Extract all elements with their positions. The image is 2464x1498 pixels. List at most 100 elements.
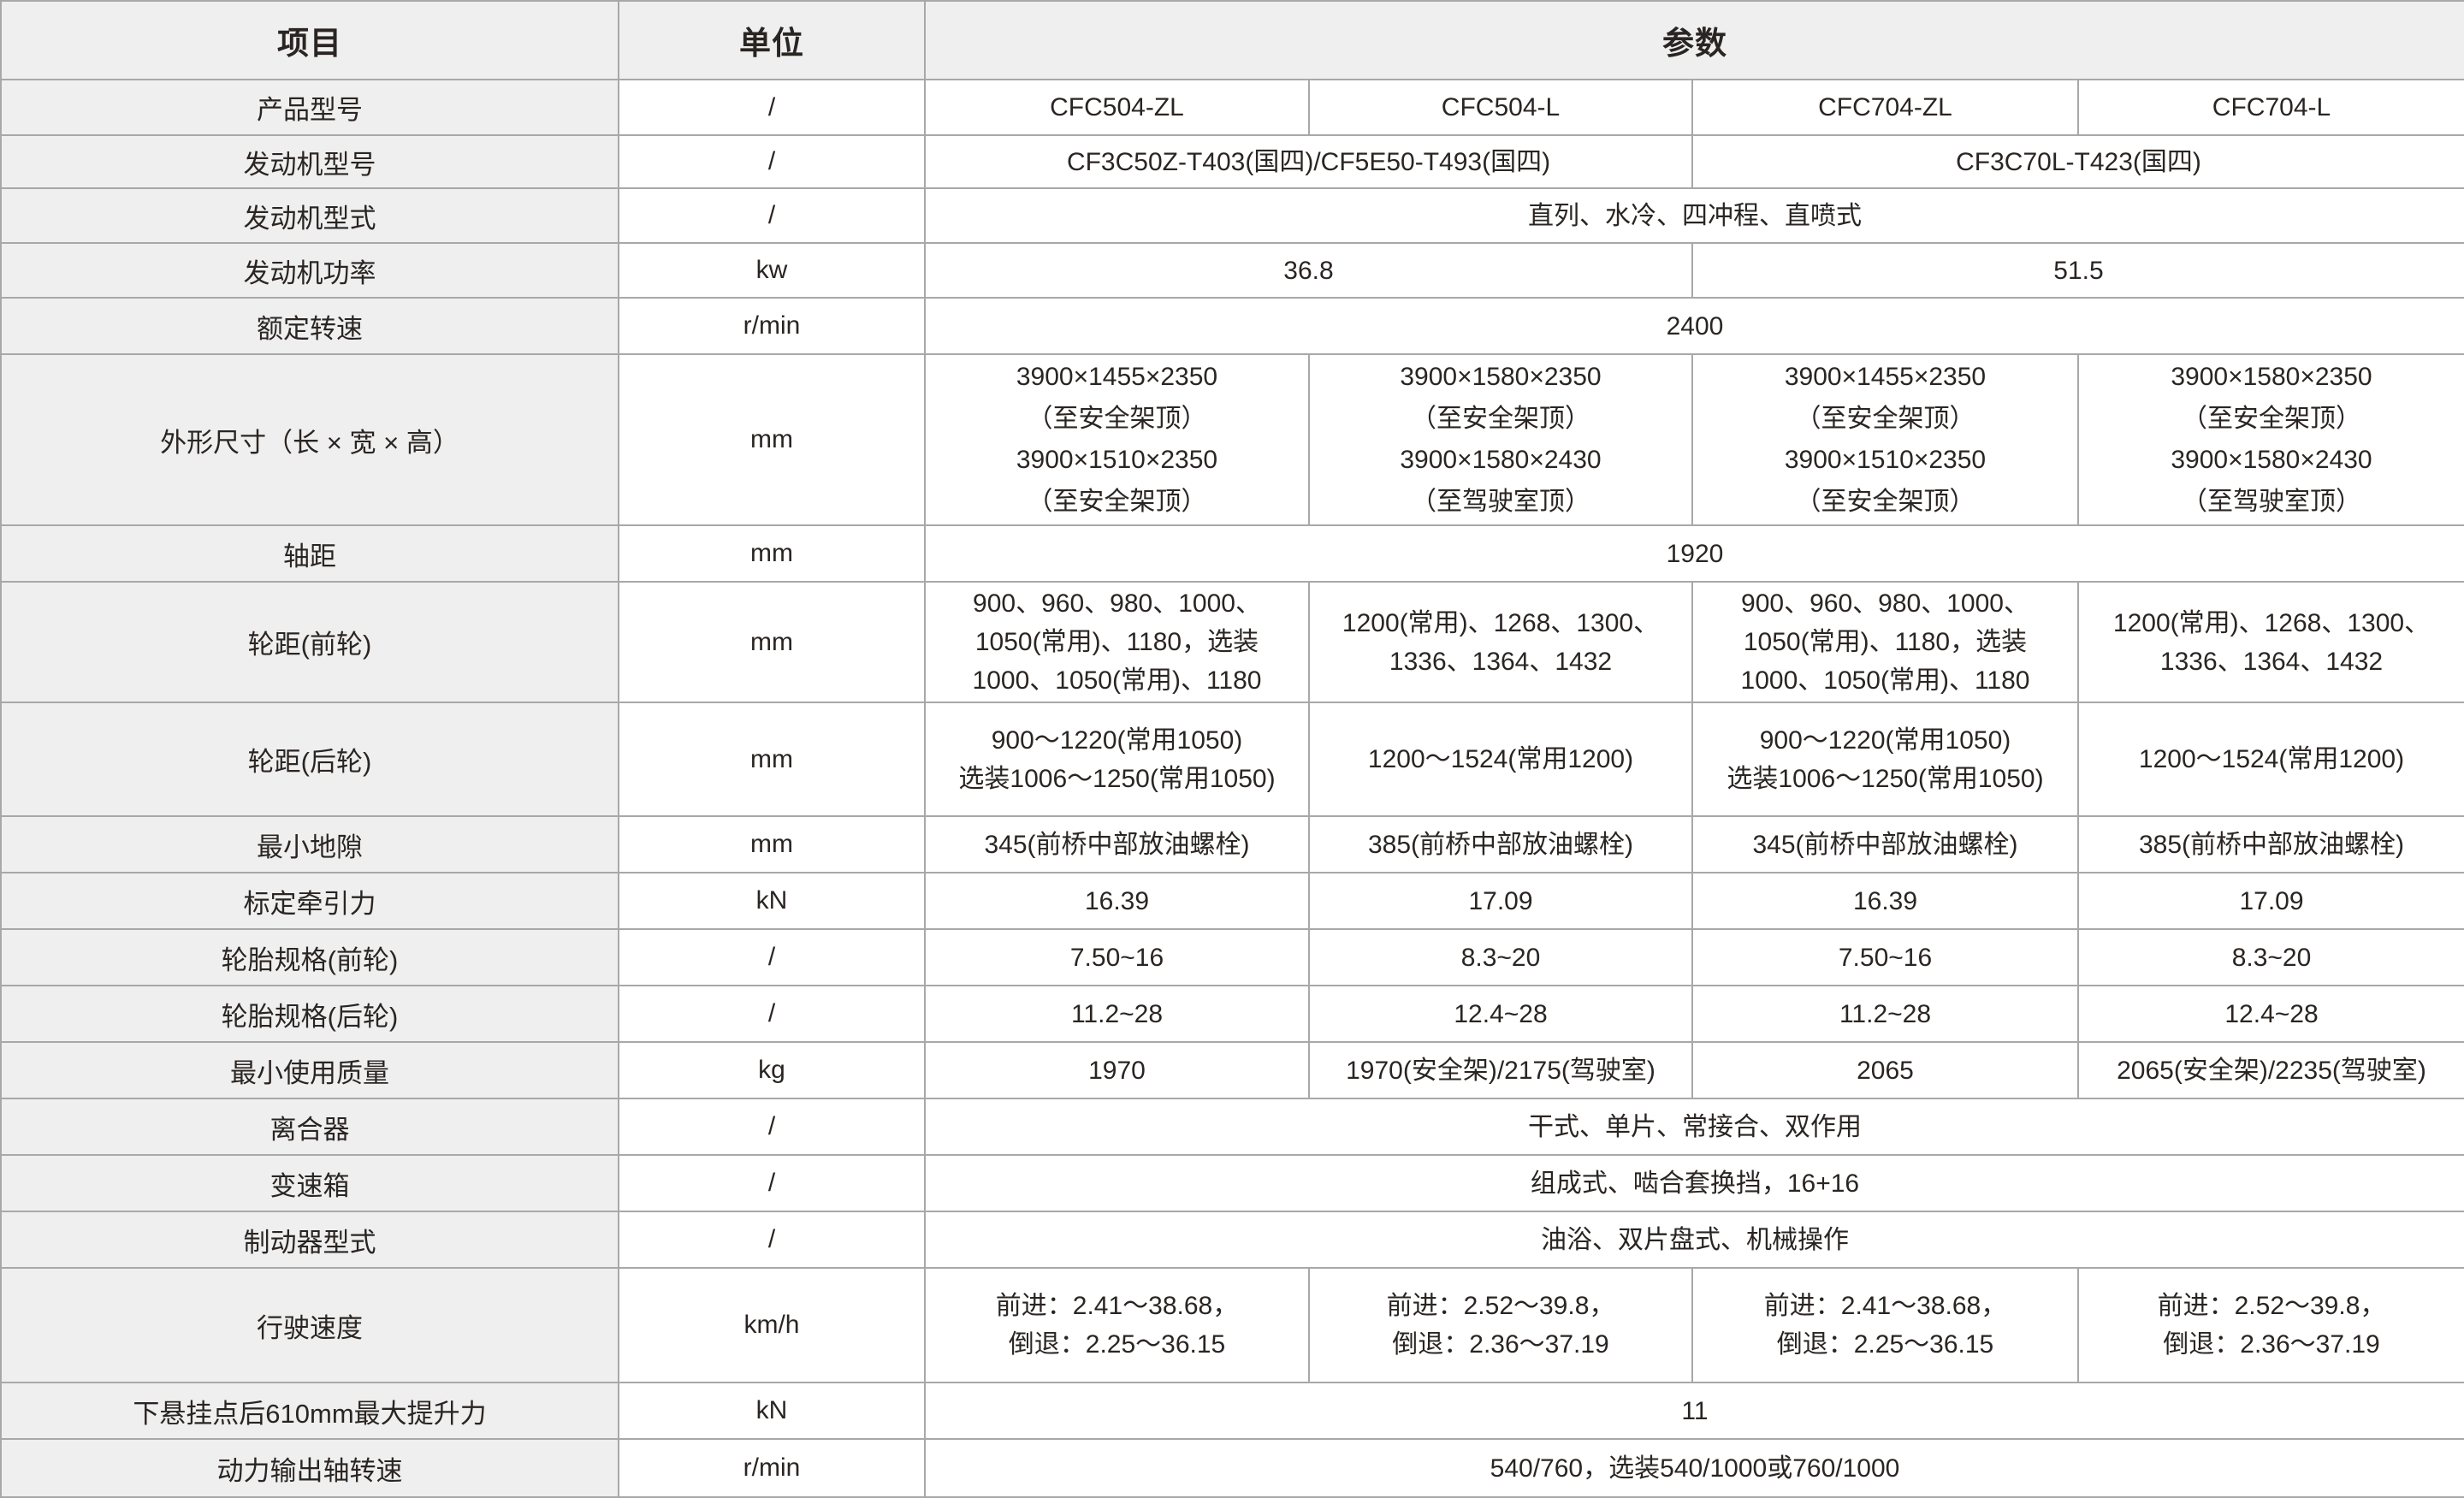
table-row: 轴距 mm 1920 [0,524,2464,583]
table-row: 轮胎规格(后轮) / 11.2~28 12.4~28 11.2~28 12.4~… [0,985,2464,1044]
param-cell: CFC504-L [1308,79,1693,136]
row-label: 轮距(后轮) [0,702,619,818]
param-cell: 12.4~28 [1308,985,1693,1044]
param-cell: 组成式、啮合套换挡，16+16 [924,1154,2464,1213]
table-row: 发动机型式 / 直列、水冷、四冲程、直喷式 [0,187,2464,244]
row-unit: kN [618,1382,926,1441]
row-unit: / [618,1098,926,1157]
header-unit: 单位 [618,0,926,80]
row-unit: / [618,134,926,189]
param-cell: 1200～1524(常用1200) [1308,702,1693,818]
table-row: 下悬挂点后610mm最大提升力 kN 11 [0,1382,2464,1441]
param-cell: 17.09 [2077,872,2464,931]
param-cell: 前进：2.41～38.68， 倒退：2.25～36.15 [1691,1267,2079,1384]
param-cell: 900～1220(常用1050) 选装1006～1250(常用1050) [1691,702,2079,818]
param-cell: 2400 [924,297,2464,355]
table-row: 额定转速 r/min 2400 [0,297,2464,355]
row-unit: kw [618,242,926,299]
param-cell: CF3C50Z-T403(国四)/CF5E50-T493(国四) [924,134,1693,189]
param-cell: 2065 [1691,1041,2079,1100]
param-cell: 51.5 [1691,242,2464,299]
param-cell: 36.8 [924,242,1693,299]
row-unit: / [618,1211,926,1270]
table-row: 制动器型式 / 油浴、双片盘式、机械操作 [0,1211,2464,1270]
param-cell: 7.50~16 [1691,928,2079,987]
row-label: 产品型号 [0,79,619,136]
row-label: 额定转速 [0,297,619,355]
table-row: 最小地隙 mm 345(前桥中部放油螺栓) 385(前桥中部放油螺栓) 345(… [0,815,2464,874]
param-cell: 11.2~28 [1691,985,2079,1044]
table-row: 标定牵引力 kN 16.39 17.09 16.39 17.09 [0,872,2464,931]
row-label: 轮胎规格(后轮) [0,985,619,1044]
param-cell: 385(前桥中部放油螺栓) [1308,815,1693,874]
table-row: 最小使用质量 kg 1970 1970(安全架)/2175(驾驶室) 2065 … [0,1041,2464,1100]
row-unit: kN [618,872,926,931]
param-cell: 385(前桥中部放油螺栓) [2077,815,2464,874]
param-cell: 900、960、980、1000、 1050(常用)、1180，选装 1000、… [1691,581,2079,704]
param-cell: 3900×1580×2350 （至安全架顶） 3900×1580×2430 （至… [1308,352,1693,527]
param-cell: 前进：2.41～38.68， 倒退：2.25～36.15 [924,1267,1310,1384]
table-row: 轮胎规格(前轮) / 7.50~16 8.3~20 7.50~16 8.3~20 [0,928,2464,987]
row-unit: mm [618,581,926,704]
table-row: 外形尺寸（长 × 宽 × 高） mm 3900×1455×2350 （至安全架顶… [0,352,2464,527]
param-cell: 3900×1580×2350 （至安全架顶） 3900×1580×2430 （至… [2077,352,2464,527]
param-cell: CFC504-ZL [924,79,1310,136]
param-cell: 17.09 [1308,872,1693,931]
table-row: 发动机功率 kw 36.8 51.5 [0,242,2464,299]
param-cell: 前进：2.52～39.8， 倒退：2.36～37.19 [2077,1267,2464,1384]
param-cell: 8.3~20 [1308,928,1693,987]
param-cell: CFC704-ZL [1691,79,2079,136]
param-cell: CF3C70L-T423(国四) [1691,134,2464,189]
row-label: 动力输出轴转速 [0,1438,619,1498]
param-cell: 干式、单片、常接合、双作用 [924,1098,2464,1157]
param-cell: 1200～1524(常用1200) [2077,702,2464,818]
row-label: 离合器 [0,1098,619,1157]
param-cell: 2065(安全架)/2235(驾驶室) [2077,1041,2464,1100]
row-label: 发动机功率 [0,242,619,299]
row-label: 轮胎规格(前轮) [0,928,619,987]
row-label: 轴距 [0,524,619,583]
param-cell: 900～1220(常用1050) 选装1006～1250(常用1050) [924,702,1310,818]
table-row: 产品型号 / CFC504-ZL CFC504-L CFC704-ZL CFC7… [0,79,2464,136]
row-unit: r/min [618,1438,926,1498]
row-label: 制动器型式 [0,1211,619,1270]
row-unit: / [618,79,926,136]
param-cell: 8.3~20 [2077,928,2464,987]
row-unit: / [618,187,926,244]
param-cell: 1970(安全架)/2175(驾驶室) [1308,1041,1693,1100]
row-unit: r/min [618,297,926,355]
param-cell: 540/760，选装540/1000或760/1000 [924,1438,2464,1498]
param-cell: 16.39 [924,872,1310,931]
param-cell: 12.4~28 [2077,985,2464,1044]
param-cell: 7.50~16 [924,928,1310,987]
param-cell: CFC704-L [2077,79,2464,136]
row-label: 轮距(前轮) [0,581,619,704]
param-cell: 1200(常用)、1268、1300、 1336、1364、1432 [1308,581,1693,704]
param-cell: 1200(常用)、1268、1300、 1336、1364、1432 [2077,581,2464,704]
row-label: 变速箱 [0,1154,619,1213]
row-unit: / [618,1154,926,1213]
row-label: 外形尺寸（长 × 宽 × 高） [0,352,619,527]
header-item: 项目 [0,0,619,80]
param-cell: 11.2~28 [924,985,1310,1044]
table-row: 变速箱 / 组成式、啮合套换挡，16+16 [0,1154,2464,1213]
param-cell: 11 [924,1382,2464,1441]
row-label: 发动机型式 [0,187,619,244]
table-row: 动力输出轴转速 r/min 540/760，选装540/1000或760/100… [0,1438,2464,1498]
row-unit: mm [618,815,926,874]
param-cell: 345(前桥中部放油螺栓) [1691,815,2079,874]
param-cell: 3900×1455×2350 （至安全架顶） 3900×1510×2350 （至… [1691,352,2079,527]
row-label: 最小使用质量 [0,1041,619,1100]
header-params: 参数 [924,0,2464,80]
row-unit: / [618,928,926,987]
row-unit: / [618,985,926,1044]
row-unit: mm [618,524,926,583]
param-cell: 1970 [924,1041,1310,1100]
param-cell: 1920 [924,524,2464,583]
row-label: 发动机型号 [0,134,619,189]
row-unit: kg [618,1041,926,1100]
table-row: 离合器 / 干式、单片、常接合、双作用 [0,1098,2464,1157]
param-cell: 16.39 [1691,872,2079,931]
param-cell: 3900×1455×2350 （至安全架顶） 3900×1510×2350 （至… [924,352,1310,527]
